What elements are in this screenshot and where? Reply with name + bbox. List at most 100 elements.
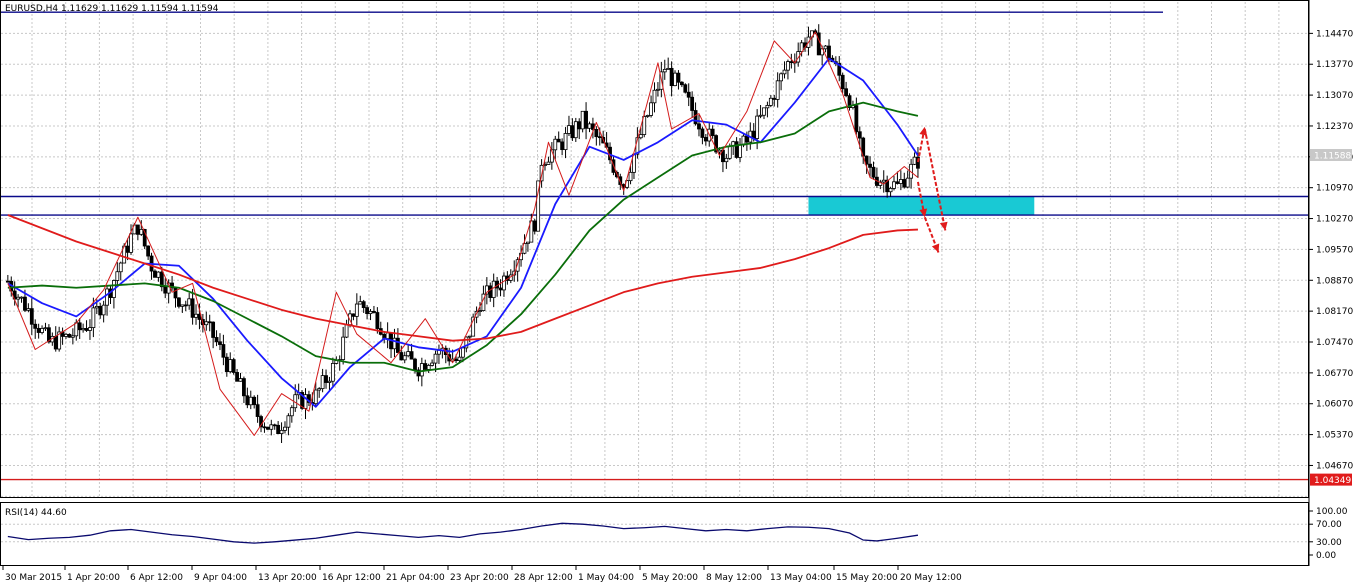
candle-body: [368, 310, 373, 315]
candle-body: [402, 355, 407, 361]
candle-body: [454, 358, 458, 361]
forecast-arrow-shaft[interactable]: [923, 128, 947, 231]
candle-body: [105, 288, 109, 306]
candle-body: [142, 229, 147, 247]
candle-body: [26, 308, 31, 311]
horizontal-lines[interactable]: [1, 11, 1308, 481]
rsi-tick-label: 0.00: [1316, 551, 1336, 561]
price-tick-label: 1.08870: [1316, 276, 1353, 286]
candle-body: [864, 155, 869, 165]
candle-body: [738, 144, 742, 158]
candle-body: [666, 67, 671, 70]
rsi-grid: [1, 523, 1308, 543]
forecast-arrow-head[interactable]: [931, 243, 940, 253]
candle-body: [317, 388, 322, 391]
indicator-lines: [7, 31, 919, 436]
candle-body: [580, 110, 585, 130]
candle-body: [248, 396, 253, 406]
time-tick-label: 23 Apr 20:00: [450, 573, 509, 583]
candle-body: [94, 305, 99, 309]
candle-body: [594, 129, 599, 138]
candle-body: [361, 301, 366, 309]
candle-body: [573, 121, 578, 139]
series-zigzag: [7, 31, 919, 436]
candle-body: [536, 180, 541, 232]
candle-body: [375, 312, 380, 329]
price-tick-label: 1.07470: [1316, 338, 1353, 348]
candle-body: [330, 363, 335, 382]
candle-body: [912, 156, 917, 165]
candle-body: [23, 296, 27, 311]
candle-body: [526, 241, 530, 244]
time-tick-label: 5 May 20:00: [642, 573, 698, 583]
candle-body: [70, 335, 75, 338]
candle-body: [515, 259, 520, 272]
candle-body: [772, 97, 777, 100]
candle-body: [690, 96, 695, 111]
candle-body: [478, 310, 482, 312]
candle-body: [88, 327, 92, 331]
candle-body: [888, 187, 893, 193]
candle-body: [779, 73, 783, 82]
forecast-arrow-head[interactable]: [939, 221, 948, 231]
candle-body: [101, 304, 106, 316]
forecast-arrow-head[interactable]: [919, 208, 928, 218]
candle-body: [320, 375, 325, 389]
candle-body: [491, 280, 496, 298]
time-tick-label: 16 Apr 12:00: [322, 573, 381, 583]
candle-body: [153, 270, 157, 278]
candle-body: [173, 287, 178, 299]
candle-body: [395, 337, 400, 353]
current-price-tag: 1.11588: [1310, 149, 1352, 162]
candle-body: [703, 137, 708, 142]
forecast-arrows[interactable]: [916, 126, 948, 253]
candle-body: [916, 156, 920, 169]
candle-body: [64, 333, 68, 337]
price-tick-label: 1.12370: [1316, 122, 1353, 132]
candle-body: [159, 271, 164, 288]
candle-body: [43, 327, 48, 330]
candle-body: [683, 84, 688, 93]
candle-body: [744, 135, 749, 143]
time-tick-label: 1 May 04:00: [578, 573, 634, 583]
rsi-indicator: [7, 522, 919, 544]
candle-body: [276, 424, 281, 435]
candle-body: [33, 323, 38, 329]
candle-body: [372, 310, 376, 313]
price-tick-label: 1.06070: [1316, 400, 1353, 410]
candle-body: [693, 110, 698, 125]
candle-body: [118, 262, 123, 273]
candle-body: [245, 395, 250, 406]
price-tick-label: 1.08170: [1316, 307, 1353, 317]
candle-body: [484, 285, 489, 295]
series-ma-fast: [7, 57, 919, 408]
candle-body: [238, 378, 243, 382]
candle-body: [419, 363, 424, 377]
candle-body: [385, 332, 390, 339]
candle-body: [91, 307, 96, 329]
candle-body: [344, 324, 349, 338]
candle-body: [902, 179, 907, 188]
candle-body: [98, 305, 103, 316]
price-tick-label: 1.04670: [1316, 461, 1353, 471]
candle-body: [679, 81, 684, 86]
candle-body: [676, 72, 681, 83]
candle-body: [365, 307, 369, 315]
candle-body: [218, 341, 222, 345]
candle-body: [567, 125, 571, 134]
candle-body: [29, 308, 34, 325]
candle-body: [799, 42, 804, 52]
candle-body: [354, 303, 359, 317]
candle-body: [341, 336, 346, 360]
candle-body: [656, 88, 660, 91]
candle-body: [409, 351, 414, 360]
candle-body: [399, 352, 404, 361]
rsi-line: [7, 522, 919, 544]
time-tick-label: 1 Apr 20:00: [67, 573, 120, 583]
candle-body: [638, 134, 643, 139]
candle-body: [180, 304, 185, 307]
candle-body: [457, 356, 462, 361]
candle-body: [775, 80, 780, 100]
